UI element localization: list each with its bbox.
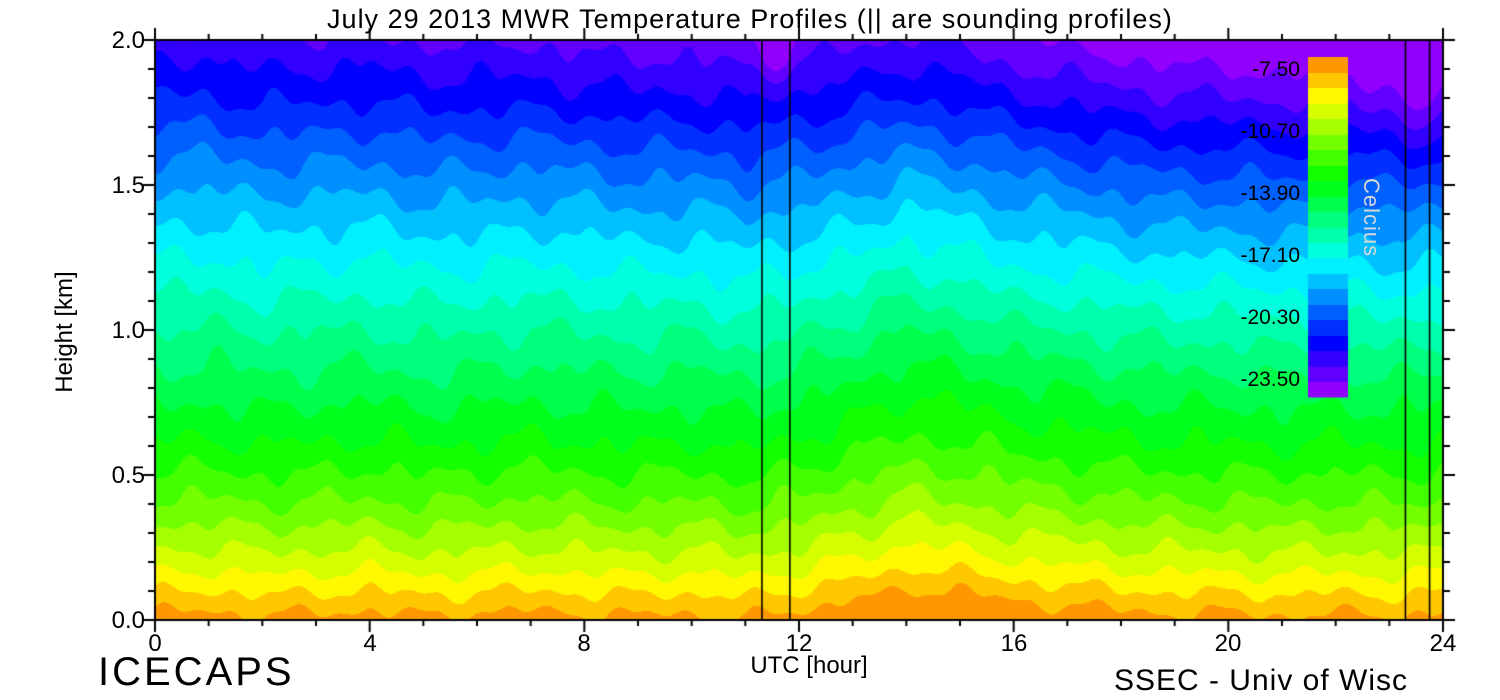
y-tick-label: 1.0	[111, 317, 145, 344]
y-tick-label: 0.0	[111, 607, 145, 634]
y-tick-label: 0.5	[111, 462, 145, 489]
x-tick-label: 16	[1000, 630, 1028, 657]
colorbar-tick-label: -7.50	[1252, 58, 1300, 81]
x-tick-label: 4	[363, 630, 377, 657]
project-label: ICECAPS	[98, 650, 295, 694]
colorbar-tick-label: -10.70	[1240, 120, 1300, 143]
x-tick-label: 24	[1429, 630, 1457, 657]
credit-label: SSEC - Univ of Wisc	[1113, 664, 1408, 697]
chart-title: July 29 2013 MWR Temperature Profiles (|…	[327, 4, 1173, 34]
colorbar-tick-label: -20.30	[1240, 306, 1300, 329]
x-tick-label: 12	[785, 630, 813, 657]
colorbar-tick-label: -17.10	[1240, 244, 1300, 267]
colorbar-title: Celcius	[1359, 178, 1384, 258]
x-tick-label: 0	[148, 630, 162, 657]
colorbar-tick-label: -13.90	[1240, 182, 1300, 205]
x-tick-label: 8	[577, 630, 591, 657]
x-axis-label: UTC [hour]	[750, 652, 868, 679]
x-tick-label: 20	[1214, 630, 1242, 657]
colorbar-tick-label: -23.50	[1240, 368, 1300, 391]
y-tick-label: 1.5	[111, 172, 145, 199]
y-tick-label: 2.0	[111, 27, 145, 54]
